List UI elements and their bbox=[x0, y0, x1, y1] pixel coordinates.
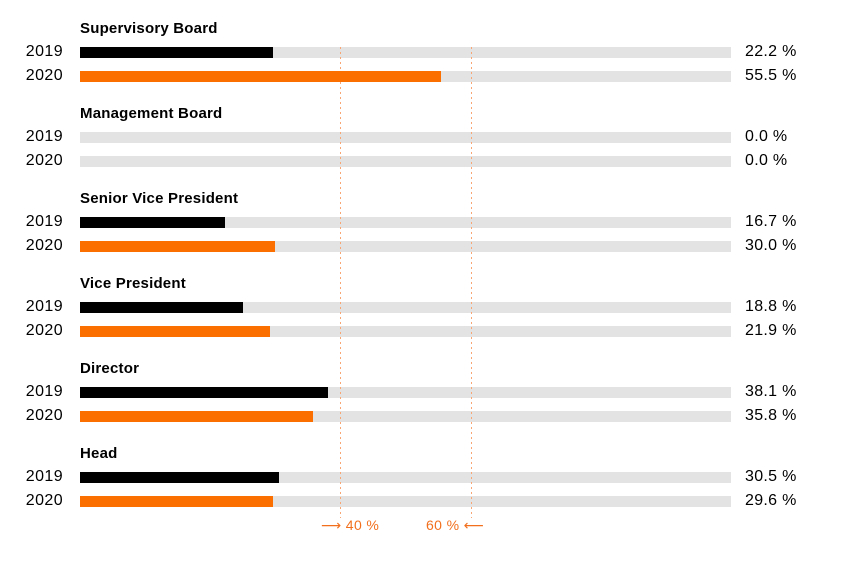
bar-row: 2019 30.5 % bbox=[0, 465, 845, 489]
bar-row: 2019 22.2 % bbox=[0, 40, 845, 64]
bar-fill bbox=[80, 410, 314, 422]
bar-track bbox=[80, 46, 731, 58]
bar-fill bbox=[80, 325, 271, 337]
year-label: 2020 bbox=[25, 407, 63, 424]
category-group: Head 2019 30.5 % 2020 29.6 % bbox=[0, 443, 845, 513]
bar-track bbox=[80, 155, 731, 167]
bar-fill bbox=[80, 495, 273, 507]
value-label: 16.7 % bbox=[745, 213, 797, 230]
bar-row: 2019 0.0 % bbox=[0, 125, 845, 149]
category-group: Director 2019 38.1 % 2020 35.8 % bbox=[0, 358, 845, 428]
bar-row: 2019 18.8 % bbox=[0, 295, 845, 319]
target-range-label-60: 60 % ⟵ bbox=[426, 517, 485, 533]
value-label: 29.6 % bbox=[745, 492, 797, 509]
bar-row: 2020 29.6 % bbox=[0, 489, 845, 513]
bar-row: 2020 55.5 % bbox=[0, 64, 845, 88]
bar-track bbox=[80, 70, 731, 82]
reference-line-40 bbox=[340, 47, 341, 518]
bar-row: 2020 30.0 % bbox=[0, 234, 845, 258]
category-title: Director bbox=[80, 360, 140, 377]
value-label: 22.2 % bbox=[745, 43, 797, 60]
category-group: Senior Vice President 2019 16.7 % 2020 3… bbox=[0, 188, 845, 258]
value-label: 30.5 % bbox=[745, 468, 797, 485]
bar-fill bbox=[80, 216, 226, 228]
bar-row: 2019 38.1 % bbox=[0, 380, 845, 404]
category-group: Supervisory Board 2019 22.2 % 2020 55.5 … bbox=[0, 18, 845, 88]
category-title: Senior Vice President bbox=[80, 190, 239, 207]
bar-track bbox=[80, 386, 731, 398]
bar-track bbox=[80, 131, 731, 143]
year-label: 2019 bbox=[25, 468, 63, 485]
year-label: 2019 bbox=[25, 128, 63, 145]
value-label: 0.0 % bbox=[745, 152, 788, 169]
value-label: 35.8 % bbox=[745, 407, 797, 424]
bar-track bbox=[80, 301, 731, 313]
bar-fill bbox=[80, 301, 244, 313]
value-label: 30.0 % bbox=[745, 237, 797, 254]
year-label: 2019 bbox=[25, 383, 63, 400]
category-title: Management Board bbox=[80, 105, 223, 122]
year-label: 2020 bbox=[25, 322, 63, 339]
bar-track bbox=[80, 410, 731, 422]
year-label: 2020 bbox=[25, 152, 63, 169]
bar-track bbox=[80, 216, 731, 228]
bar-track bbox=[80, 325, 731, 337]
year-label: 2019 bbox=[25, 43, 63, 60]
bar-row: 2020 21.9 % bbox=[0, 319, 845, 343]
value-label: 0.0 % bbox=[745, 128, 788, 145]
year-label: 2020 bbox=[25, 492, 63, 509]
bar-row: 2020 35.8 % bbox=[0, 404, 845, 428]
bar-fill bbox=[80, 46, 273, 58]
bar-track bbox=[80, 240, 731, 252]
bar-row: 2019 16.7 % bbox=[0, 210, 845, 234]
category-group: Management Board 2019 0.0 % 2020 0.0 % bbox=[0, 103, 845, 173]
year-label: 2019 bbox=[25, 298, 63, 315]
year-label: 2020 bbox=[25, 237, 63, 254]
bar-row: 2020 0.0 % bbox=[0, 149, 845, 173]
target-range-label-40: ⟶ 40 % bbox=[321, 517, 380, 533]
value-label: 55.5 % bbox=[745, 67, 797, 84]
value-label: 38.1 % bbox=[745, 383, 797, 400]
bar-track bbox=[80, 471, 731, 483]
year-label: 2019 bbox=[25, 213, 63, 230]
reference-line-60 bbox=[471, 47, 472, 518]
category-title: Head bbox=[80, 445, 118, 462]
value-label: 18.8 % bbox=[745, 298, 797, 315]
value-label: 21.9 % bbox=[745, 322, 797, 339]
bar-fill bbox=[80, 471, 279, 483]
category-group: Vice President 2019 18.8 % 2020 21.9 % bbox=[0, 273, 845, 343]
bar-fill bbox=[80, 386, 329, 398]
bar-track bbox=[80, 495, 731, 507]
bar-fill bbox=[80, 240, 276, 252]
bar-groups: Supervisory Board 2019 22.2 % 2020 55.5 … bbox=[0, 18, 845, 513]
year-label: 2020 bbox=[25, 67, 63, 84]
category-title: Vice President bbox=[80, 275, 186, 292]
category-title: Supervisory Board bbox=[80, 20, 218, 37]
bar-fill bbox=[80, 70, 442, 82]
